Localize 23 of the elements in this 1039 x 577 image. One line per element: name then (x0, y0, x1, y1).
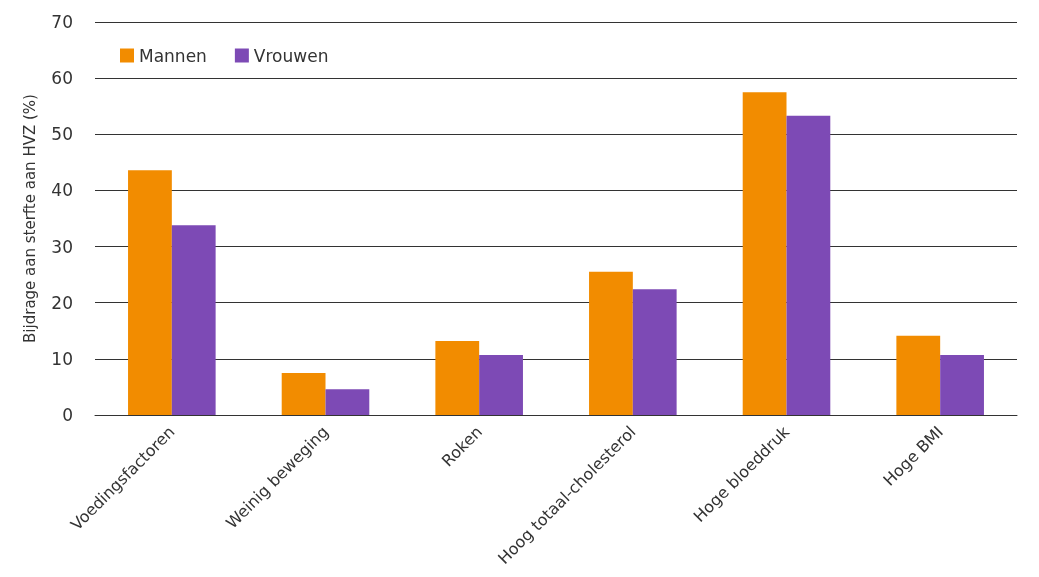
bar (632, 289, 677, 415)
y-tick-label: 20 (51, 292, 73, 313)
y-tick-label: 50 (51, 124, 73, 145)
y-tick-label: 70 (51, 12, 73, 32)
bar (786, 115, 831, 415)
bar (742, 92, 787, 415)
bar (281, 372, 326, 415)
bar (896, 335, 941, 415)
y-tick-label: 10 (51, 348, 73, 369)
bar (479, 354, 523, 415)
y-tick-label: 60 (51, 68, 73, 89)
bar (435, 340, 480, 415)
y-tick-label: 40 (51, 180, 73, 201)
bar (589, 271, 633, 415)
y-tick-label: 0 (62, 405, 73, 425)
y-tick-label: 30 (51, 236, 73, 257)
legend-label: Mannen (139, 45, 207, 66)
bar (128, 170, 172, 415)
bar (325, 389, 370, 415)
y-axis-title: Bijdrage aan sterfte aan HVZ (%) (20, 94, 39, 343)
legend-label: Vrouwen (253, 45, 329, 66)
bar (940, 354, 984, 415)
bar (171, 225, 216, 415)
